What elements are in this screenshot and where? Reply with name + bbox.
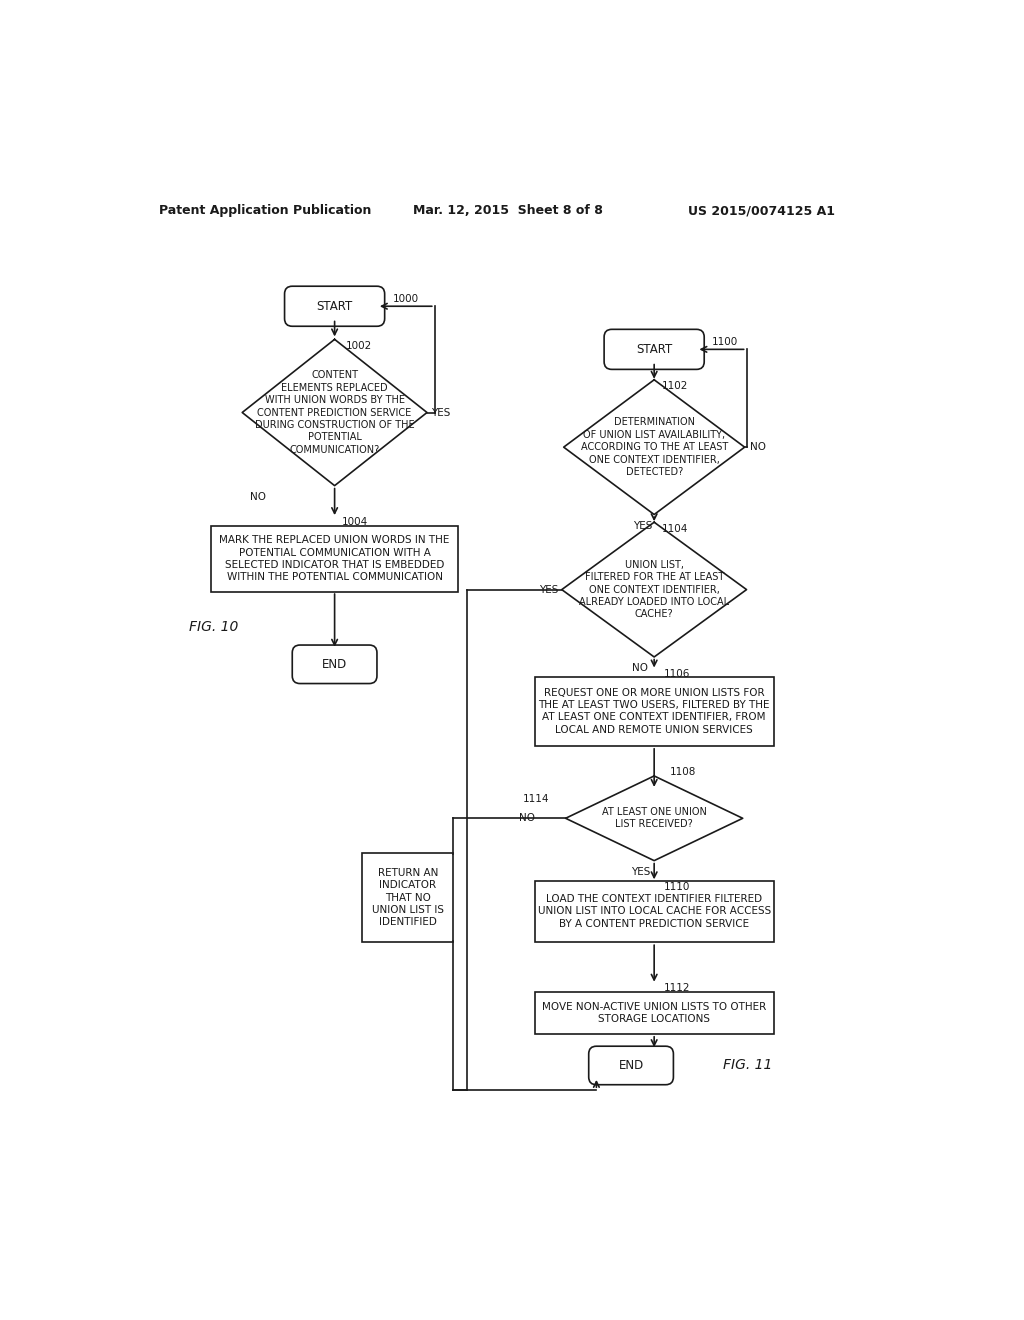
FancyBboxPatch shape (362, 853, 454, 942)
Text: YES: YES (431, 408, 451, 417)
Text: US 2015/0074125 A1: US 2015/0074125 A1 (688, 205, 836, 218)
Text: AT LEAST ONE UNION
LIST RECEIVED?: AT LEAST ONE UNION LIST RECEIVED? (602, 807, 707, 829)
FancyBboxPatch shape (285, 286, 385, 326)
FancyBboxPatch shape (292, 645, 377, 684)
Text: 1106: 1106 (664, 669, 690, 680)
Text: CONTENT
ELEMENTS REPLACED
WITH UNION WORDS BY THE
CONTENT PREDICTION SERVICE
DUR: CONTENT ELEMENTS REPLACED WITH UNION WOR… (255, 371, 415, 454)
Text: FIG. 11: FIG. 11 (724, 1059, 773, 1072)
Text: Mar. 12, 2015  Sheet 8 of 8: Mar. 12, 2015 Sheet 8 of 8 (413, 205, 603, 218)
Text: NO: NO (250, 492, 266, 502)
FancyBboxPatch shape (211, 527, 458, 591)
Text: 1114: 1114 (523, 795, 550, 804)
Text: NO: NO (632, 663, 648, 673)
Text: 1100: 1100 (712, 337, 738, 347)
Text: YES: YES (539, 585, 558, 594)
FancyBboxPatch shape (535, 991, 773, 1035)
FancyBboxPatch shape (535, 880, 773, 942)
Text: 1002: 1002 (346, 341, 373, 351)
Text: END: END (618, 1059, 644, 1072)
Text: 1110: 1110 (664, 882, 690, 892)
Text: FIG. 10: FIG. 10 (189, 619, 239, 634)
Text: 1000: 1000 (392, 293, 419, 304)
Text: END: END (322, 657, 347, 671)
Text: UNION LIST,
FILTERED FOR THE AT LEAST
ONE CONTEXT IDENTIFIER,
ALREADY LOADED INT: UNION LIST, FILTERED FOR THE AT LEAST ON… (580, 560, 729, 619)
FancyBboxPatch shape (535, 677, 773, 746)
Text: LOAD THE CONTEXT IDENTIFIER FILTERED
UNION LIST INTO LOCAL CACHE FOR ACCESS
BY A: LOAD THE CONTEXT IDENTIFIER FILTERED UNI… (538, 894, 771, 929)
Text: YES: YES (633, 520, 652, 531)
Text: DETERMINATION
OF UNION LIST AVAILABILITY,
ACCORDING TO THE AT LEAST
ONE CONTEXT : DETERMINATION OF UNION LIST AVAILABILITY… (581, 417, 728, 477)
Text: MOVE NON-ACTIVE UNION LISTS TO OTHER
STORAGE LOCATIONS: MOVE NON-ACTIVE UNION LISTS TO OTHER STO… (542, 1002, 766, 1024)
Text: 1108: 1108 (670, 767, 696, 777)
Text: START: START (316, 300, 352, 313)
Text: 1102: 1102 (662, 381, 688, 391)
Text: Patent Application Publication: Patent Application Publication (159, 205, 372, 218)
Text: YES: YES (631, 867, 650, 878)
Text: 1112: 1112 (664, 983, 690, 994)
Text: REQUEST ONE OR MORE UNION LISTS FOR
THE AT LEAST TWO USERS, FILTERED BY THE
AT L: REQUEST ONE OR MORE UNION LISTS FOR THE … (539, 688, 770, 735)
Text: 1004: 1004 (342, 517, 369, 527)
Text: 1104: 1104 (662, 524, 688, 533)
Text: MARK THE REPLACED UNION WORDS IN THE
POTENTIAL COMMUNICATION WITH A
SELECTED IND: MARK THE REPLACED UNION WORDS IN THE POT… (219, 535, 450, 582)
FancyBboxPatch shape (604, 330, 705, 370)
Text: NO: NO (751, 442, 766, 453)
Text: NO: NO (519, 813, 535, 824)
Text: RETURN AN
INDICATOR
THAT NO
UNION LIST IS
IDENTIFIED: RETURN AN INDICATOR THAT NO UNION LIST I… (372, 867, 443, 928)
Text: START: START (636, 343, 673, 356)
FancyBboxPatch shape (589, 1047, 674, 1085)
